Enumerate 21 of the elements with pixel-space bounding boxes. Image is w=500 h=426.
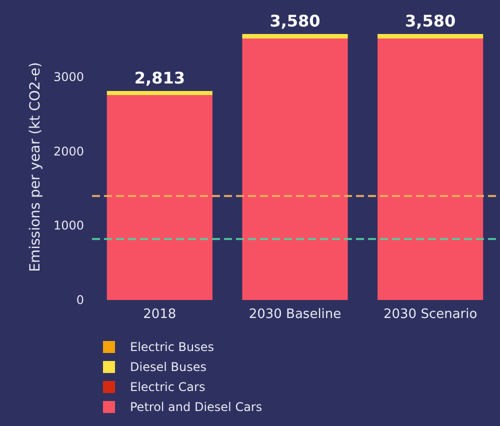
y-axis-title: Emissions per year (kt CO2-e) bbox=[28, 62, 44, 272]
x-tick-label: 2030 Scenario bbox=[383, 307, 478, 322]
total-label: 2,813 bbox=[134, 68, 185, 88]
legend-label: Electric Buses bbox=[130, 340, 214, 354]
bar bbox=[106, 95, 212, 300]
bar bbox=[106, 90, 212, 96]
y-tick-label: 3000 bbox=[53, 70, 84, 84]
total-label: 3,580 bbox=[405, 12, 456, 30]
bar bbox=[378, 34, 484, 38]
x-tick-label: 2018 bbox=[143, 307, 176, 322]
y-tick-label: 0 bbox=[76, 293, 84, 307]
bar bbox=[242, 34, 348, 38]
legend-label: Diesel Buses bbox=[130, 360, 206, 374]
y-tick-label: 1000 bbox=[53, 218, 84, 233]
legend-label: Petrol and Diesel Cars bbox=[130, 400, 262, 414]
x-tick-label: 2030 Baseline bbox=[248, 307, 342, 322]
bar bbox=[242, 38, 348, 300]
legend-label: Electric Cars bbox=[130, 380, 206, 394]
total-label: 3,580 bbox=[270, 12, 320, 30]
bar bbox=[378, 38, 484, 300]
y-tick-label: 2000 bbox=[53, 144, 84, 158]
